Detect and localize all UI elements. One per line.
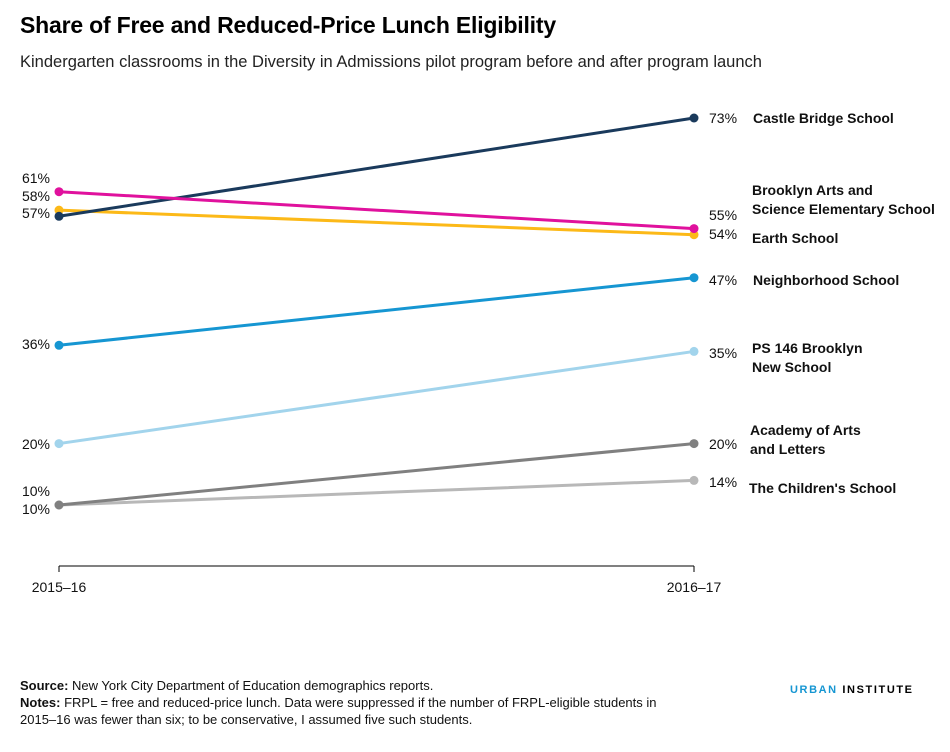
series-line — [57, 442, 696, 507]
line-chart: 2015–16 2016–17 57% 73% Castle Bridge School… — [22, 110, 935, 595]
chart-footer: Source: New York City Department of Educ… — [20, 677, 680, 728]
series-name-label: The Children's School — [749, 480, 896, 496]
series-name-label: New School — [752, 359, 831, 375]
end-value-label: 47% — [709, 272, 737, 288]
end-value-label: 14% — [709, 474, 737, 490]
series-name-label: Science Elementary School — [752, 201, 935, 217]
source-label: Source: — [20, 678, 69, 693]
start-value-label: 57% — [22, 205, 50, 221]
series-point-end — [689, 346, 699, 356]
logo-part-institute: INSTITUTE — [842, 684, 914, 696]
series-point-end — [689, 475, 699, 485]
source-note: Source: New York City Department of Educ… — [20, 677, 680, 694]
series-line — [57, 116, 696, 218]
chart-subtitle: Kindergarten classrooms in the Diversity… — [20, 53, 762, 71]
series-name-label: Neighborhood School — [753, 272, 899, 288]
end-value-label: 54% — [709, 226, 737, 242]
series-name-label: Academy of Arts — [750, 422, 861, 438]
series-name-label: Earth School — [752, 230, 838, 246]
series-point-end — [689, 224, 699, 234]
start-value-label: 36% — [22, 336, 50, 352]
chart-title: Share of Free and Reduced-Price Lunch El… — [20, 12, 556, 38]
series-point-end — [689, 273, 699, 283]
series-point-end — [689, 113, 699, 123]
series-line — [57, 190, 696, 231]
start-value-label: 20% — [22, 436, 50, 452]
end-value-label: 20% — [709, 436, 737, 452]
series-line — [57, 208, 696, 237]
series-line — [57, 349, 696, 446]
urban-institute-logo: URBAN INSTITUTE — [790, 684, 914, 696]
series-line — [57, 276, 696, 347]
notes-label: Notes: — [20, 695, 61, 710]
series-point-start — [54, 340, 64, 350]
notes-text: FRPL = free and reduced-price lunch. Dat… — [20, 695, 657, 727]
notes: Notes: FRPL = free and reduced-price lun… — [20, 694, 680, 728]
series-point-start — [54, 500, 64, 510]
logo-part-urban: URBAN — [790, 684, 838, 696]
start-value-label: 58% — [22, 188, 50, 204]
series-point-end — [689, 439, 699, 449]
source-text: New York City Department of Education de… — [72, 678, 434, 693]
start-value-label: 10% — [22, 501, 50, 517]
series-point-start — [54, 211, 64, 221]
series-name-label: PS 146 Brooklyn — [752, 340, 863, 356]
series-name-label: Castle Bridge School — [753, 110, 894, 126]
x-tick-label: 2016–17 — [667, 579, 722, 595]
x-tick-label: 2015–16 — [32, 579, 87, 595]
start-value-label: 10% — [22, 483, 50, 499]
end-value-label: 73% — [709, 110, 737, 126]
start-value-label: 61% — [22, 170, 50, 186]
series-point-start — [54, 439, 64, 449]
end-value-label: 35% — [709, 345, 737, 361]
series-name-label: and Letters — [750, 441, 826, 457]
series-point-start — [54, 187, 64, 197]
series-line — [57, 478, 696, 507]
end-value-label: 55% — [709, 207, 737, 223]
series-name-label: Brooklyn Arts and — [752, 182, 873, 198]
